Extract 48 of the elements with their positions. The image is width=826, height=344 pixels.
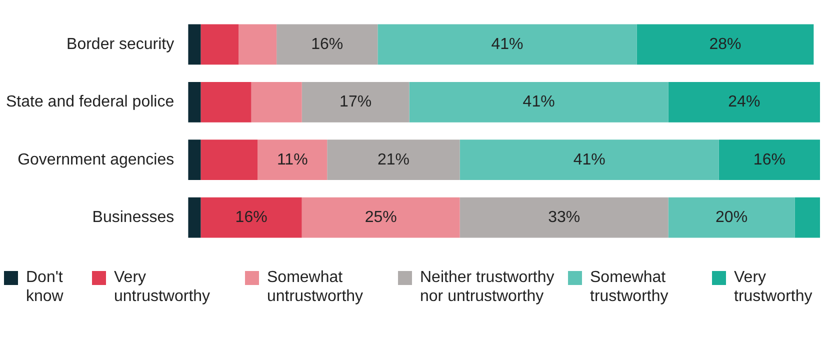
bar (302, 197, 460, 238)
bar (238, 24, 277, 65)
bar (409, 82, 668, 122)
bar (188, 197, 201, 238)
bar (188, 24, 201, 65)
legend-label: Very trustworthy (734, 268, 814, 306)
data-label: 17% (340, 94, 372, 111)
data-label: 16% (235, 208, 268, 226)
bar (258, 140, 328, 180)
data-label: 24% (728, 94, 760, 111)
bar (276, 24, 378, 65)
legend-label: Very untrustworthy (114, 268, 212, 306)
bar (636, 24, 814, 65)
y-tick-label: Businesses (92, 208, 174, 226)
bar (200, 82, 252, 122)
bar (378, 24, 637, 65)
data-label: 16% (753, 151, 786, 168)
legend-label: Somewhat untrustworthy (267, 268, 364, 306)
data-label: 28% (709, 36, 742, 53)
bar (460, 140, 719, 180)
bar (188, 140, 201, 180)
bar (668, 197, 795, 238)
data-label: 25% (364, 208, 397, 226)
legend-label: Somewhat trustworthy (590, 268, 670, 306)
bar (718, 140, 820, 180)
bar (200, 140, 258, 180)
bar (302, 82, 410, 122)
bar (794, 197, 820, 238)
data-label: 41% (491, 36, 524, 53)
data-label: 41% (522, 94, 555, 111)
bar (460, 197, 668, 238)
bar (327, 140, 460, 180)
bar (200, 24, 239, 65)
data-label: 16% (311, 36, 344, 53)
bar (251, 82, 302, 122)
legend-label: Don't know (26, 268, 64, 306)
y-tick-label: Border security (66, 36, 174, 53)
bar (188, 82, 201, 122)
data-label: 21% (377, 151, 410, 168)
data-label: 20% (716, 208, 748, 226)
data-label: 33% (548, 208, 580, 226)
legend-label: Neither trustworthy nor untrustworthy (420, 268, 556, 306)
y-tick-label: Government agencies (18, 151, 174, 168)
data-label: 11% (276, 151, 308, 168)
data-label: 41% (573, 151, 606, 168)
bar (200, 197, 302, 238)
y-tick-label: State and federal police (6, 94, 174, 111)
bar (668, 82, 820, 122)
